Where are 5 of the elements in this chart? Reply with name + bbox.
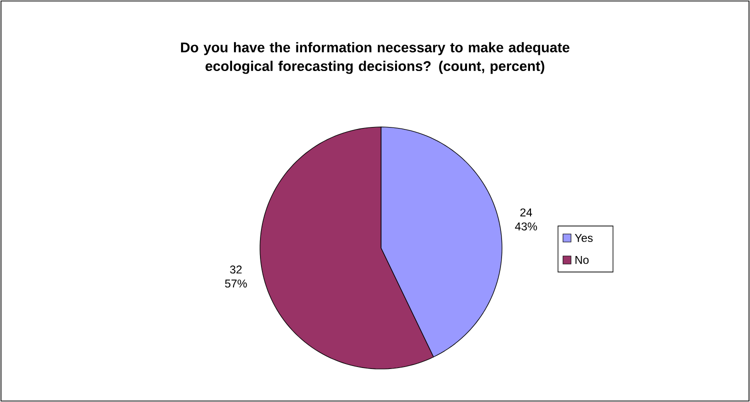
chart-title: Do you have the information necessary to make adequate ecological forecasting decisions? (count, percent) — [181, 42, 570, 74]
data-label: 32 57% — [225, 266, 247, 288]
data-label: 24 43% — [514, 208, 538, 230]
legend-label: Yes — [574, 234, 593, 242]
legend-label: No — [576, 256, 589, 264]
